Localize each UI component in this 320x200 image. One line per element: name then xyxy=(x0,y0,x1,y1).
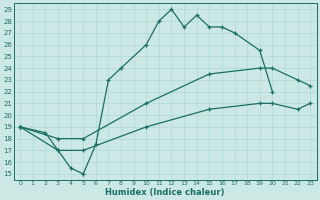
X-axis label: Humidex (Indice chaleur): Humidex (Indice chaleur) xyxy=(106,188,225,197)
